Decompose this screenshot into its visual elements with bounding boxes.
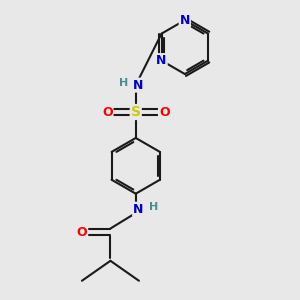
Text: N: N	[133, 79, 143, 92]
Text: N: N	[133, 203, 143, 216]
Text: H: H	[119, 78, 128, 88]
Text: O: O	[102, 106, 112, 118]
Text: O: O	[76, 226, 87, 239]
Text: H: H	[148, 202, 158, 212]
Text: O: O	[159, 106, 169, 118]
Text: N: N	[156, 54, 167, 67]
Text: N: N	[180, 14, 190, 27]
Text: S: S	[131, 105, 141, 119]
